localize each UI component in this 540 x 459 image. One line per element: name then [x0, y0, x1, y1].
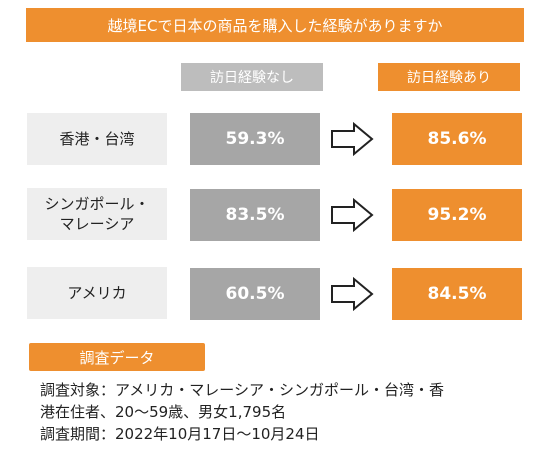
region-label-text: シンガポール・ — [44, 195, 150, 213]
region-label-text: 香港・台湾 — [59, 130, 135, 148]
value-visited-usa: 84.5% — [392, 268, 522, 320]
region-label-hongkong-taiwan: 香港・台湾 — [27, 113, 167, 165]
value-no-visit-singapore-malaysia: 83.5% — [190, 189, 320, 241]
survey-target-line-continued: 港在住者、20～59歳、男女1,795名 — [40, 403, 287, 421]
value-visited-hongkong-taiwan: 85.6% — [392, 113, 522, 165]
survey-data-badge: 調査データ — [29, 343, 205, 371]
survey-period-line: 調査期間：2022年10月17日～10月24日 — [40, 425, 320, 443]
region-label-usa: アメリカ — [27, 267, 167, 319]
column-header-visited: 訪日経験あり — [378, 63, 520, 91]
right-arrow-icon — [331, 198, 374, 232]
survey-target-line: 調査対象：アメリカ・マレーシア・シンガポール・台湾・香 — [40, 381, 444, 399]
region-label-text: マレーシア — [59, 215, 135, 233]
right-arrow-icon — [331, 277, 374, 311]
column-header-no-visit: 訪日経験なし — [181, 63, 323, 91]
region-label-singapore-malaysia: シンガポール・ マレーシア — [27, 188, 167, 240]
value-no-visit-hongkong-taiwan: 59.3% — [190, 113, 320, 165]
right-arrow-icon — [331, 122, 374, 156]
value-visited-singapore-malaysia: 95.2% — [392, 189, 522, 241]
region-label-text: アメリカ — [67, 284, 127, 302]
chart-title: 越境ECで日本の商品を購入した経験がありますか — [26, 8, 524, 42]
value-no-visit-usa: 60.5% — [190, 268, 320, 320]
